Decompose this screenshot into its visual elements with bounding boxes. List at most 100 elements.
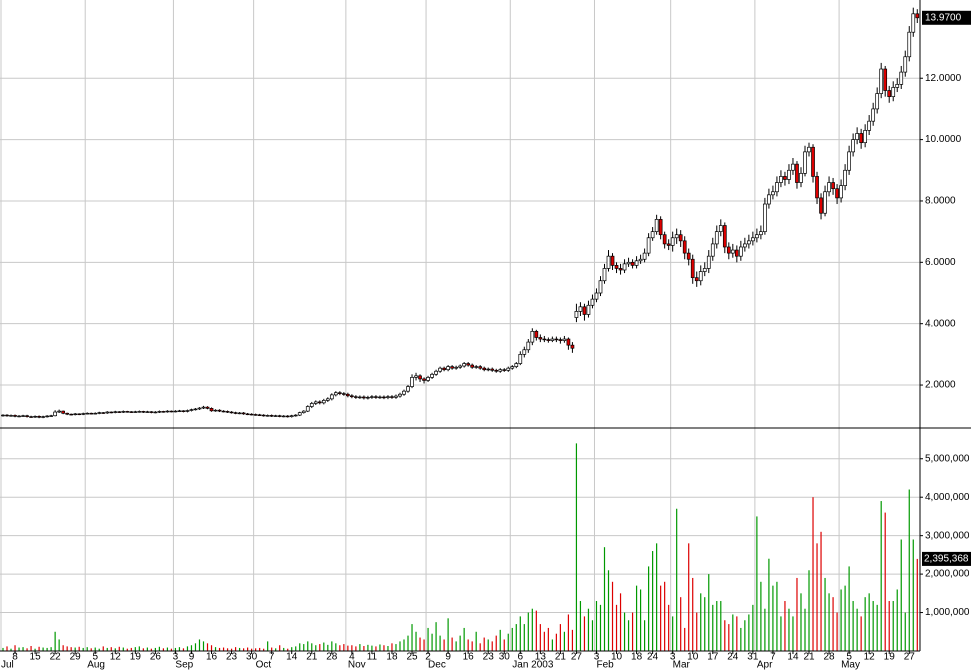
- candle-body: [887, 90, 892, 97]
- candle-body: [594, 292, 599, 300]
- candle-body: [93, 412, 98, 415]
- candle-body: [642, 252, 647, 260]
- candle-body: [362, 396, 366, 399]
- candle-body: [366, 396, 370, 399]
- candle-body: [903, 56, 908, 73]
- candle-body: [205, 406, 210, 409]
- candle-body: [490, 368, 495, 371]
- x-tick-label: 8: [12, 652, 18, 663]
- x-tick-label: 2: [425, 652, 431, 663]
- y-tick-label: 12.0000: [925, 73, 962, 84]
- volume-bar: [844, 585, 846, 651]
- volume-bar: [114, 648, 116, 651]
- candle-body: [25, 415, 29, 417]
- candle-body: [722, 225, 727, 248]
- volume-bar: [712, 604, 714, 651]
- volume-bar: [696, 612, 698, 651]
- volume-bar: [607, 570, 610, 651]
- candle-body: [201, 406, 206, 409]
- volume-bar: [82, 647, 84, 651]
- candle-body: [382, 396, 386, 399]
- candle-body: [350, 395, 354, 398]
- volume-bar: [339, 645, 341, 651]
- volume-bar: [214, 647, 217, 651]
- candle-body: [9, 415, 13, 417]
- volume-bar: [479, 643, 481, 651]
- volume-bar: [908, 489, 910, 651]
- candle-body: [590, 298, 595, 306]
- month-label: Jan 2003: [512, 660, 554, 670]
- volume-bar: [828, 593, 830, 651]
- last-volume-box: [922, 551, 971, 566]
- volume-bar: [804, 608, 806, 651]
- volume-bar: [74, 647, 76, 651]
- candle-body: [273, 415, 278, 417]
- volume-bar: [38, 646, 40, 651]
- volume-bar: [158, 646, 160, 651]
- candle-body: [554, 338, 559, 341]
- x-tick-label: 17: [707, 652, 719, 663]
- x-tick-label: 16: [463, 652, 475, 663]
- candle-body: [771, 191, 775, 196]
- candle-body: [269, 415, 274, 417]
- volume-bar: [611, 581, 614, 651]
- volume-bar: [347, 645, 349, 651]
- volume-bar: [728, 624, 730, 651]
- candle-body: [337, 392, 342, 394]
- candle-body: [530, 331, 535, 343]
- volume-bar: [463, 627, 465, 651]
- volume-bar: [134, 647, 136, 651]
- volume-bar: [820, 531, 822, 651]
- candle-body: [169, 410, 174, 413]
- candle-body: [430, 373, 434, 378]
- volume-bar: [419, 637, 421, 651]
- candle-body: [831, 182, 835, 190]
- volume-bar: [567, 614, 570, 651]
- volume-bar: [579, 601, 582, 651]
- candle-body: [654, 219, 659, 232]
- volume-bar: [543, 631, 545, 651]
- volume-bar: [631, 612, 634, 651]
- volume-bar: [888, 601, 890, 651]
- candle-body: [325, 398, 330, 401]
- volume-bar: [840, 589, 842, 651]
- volume-bar: [648, 566, 650, 651]
- volume-bar: [118, 646, 120, 651]
- volume-bar: [676, 508, 678, 651]
- volume-bar: [788, 608, 790, 651]
- volume-bar: [238, 647, 241, 651]
- x-tick-label: 14: [787, 652, 799, 663]
- y-tick-label: 10.0000: [925, 134, 962, 145]
- volume-bar: [66, 646, 68, 651]
- volume-bar: [780, 616, 782, 651]
- candle-body: [149, 411, 154, 413]
- volume-bar: [627, 620, 630, 651]
- candle-body: [839, 185, 843, 199]
- candle-body: [718, 225, 723, 232]
- candle-body: [879, 68, 884, 94]
- candle-body: [189, 409, 194, 411]
- volume-bar: [387, 646, 389, 651]
- candle-body: [827, 182, 831, 193]
- candle-body: [157, 411, 162, 413]
- volume-bar: [403, 639, 405, 651]
- month-label: May: [841, 660, 860, 670]
- volume-bar: [154, 647, 156, 651]
- candle-body: [113, 411, 118, 413]
- x-tick-label: 13: [535, 652, 547, 663]
- volume-bar: [896, 589, 898, 651]
- candle-body: [618, 268, 623, 271]
- volume-bar: [363, 646, 365, 651]
- volume-bar: [491, 641, 493, 651]
- marks: [1, 7, 920, 651]
- candle-body: [466, 363, 471, 366]
- volume-bar: [94, 647, 96, 651]
- volume-bar: [383, 645, 385, 651]
- candle-body: [346, 393, 350, 397]
- candle-body: [129, 411, 134, 413]
- candle-body: [791, 163, 795, 171]
- candle-body: [598, 280, 603, 294]
- grid: [0, 0, 920, 651]
- volume-bar: [375, 646, 377, 651]
- volume-bar: [395, 644, 397, 651]
